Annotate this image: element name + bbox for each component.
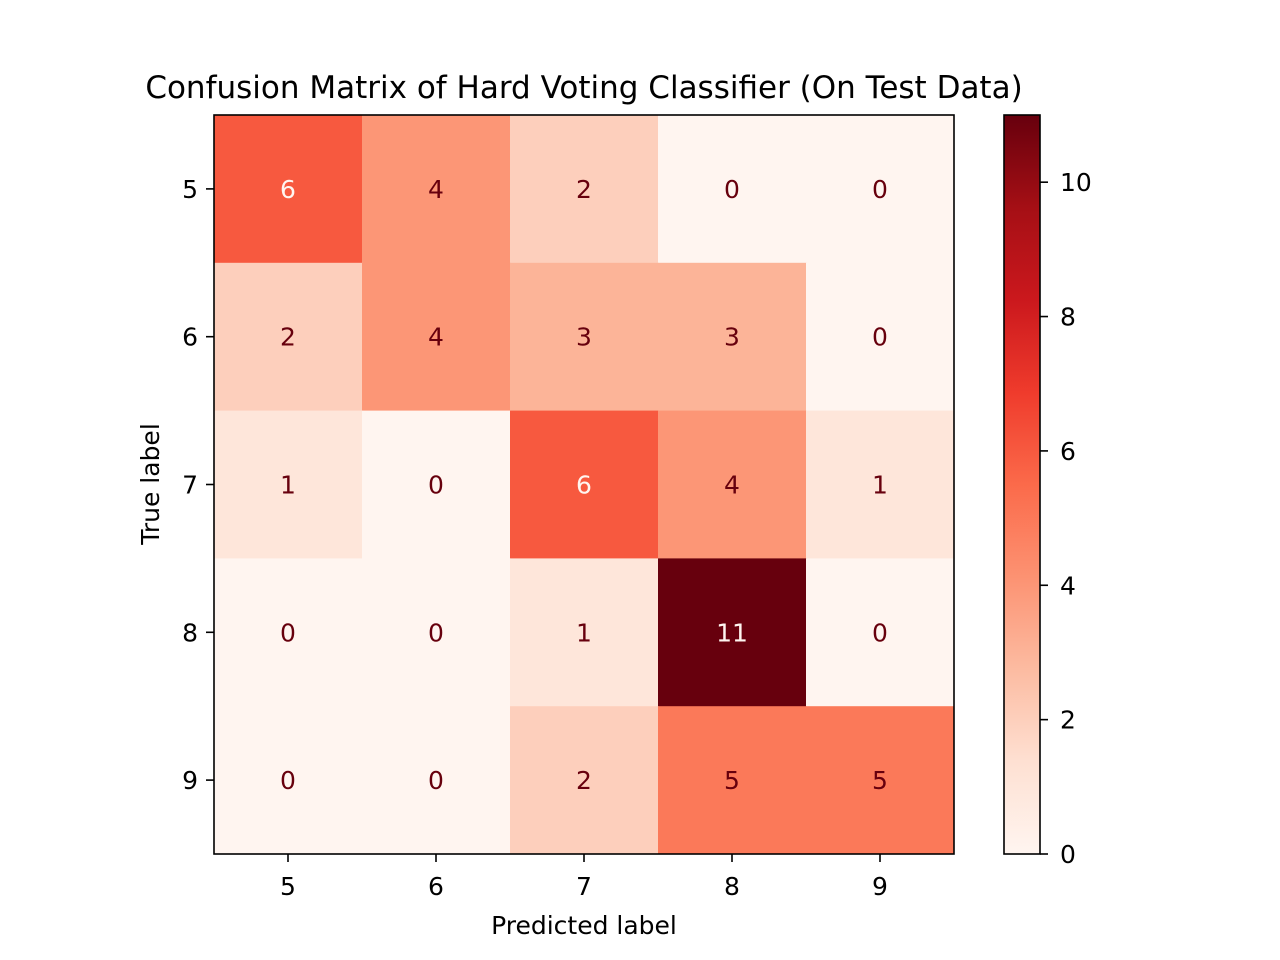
heatmap-cell	[362, 706, 511, 855]
colorbar-tick-label: 8	[1060, 303, 1076, 332]
heatmap-cell	[806, 410, 955, 559]
heatmap-cell-labels: 6 4 2 0 02 4 3 3 01 0 6 4 10 0 1 11 00 0 2 5 5	[280, 175, 888, 795]
chart-title: Confusion Matrix of Hard Voting Classifi…	[145, 70, 1022, 106]
cell-value-label: 6	[280, 175, 296, 204]
heatmap-cell	[362, 115, 511, 264]
cell-value-label: 4	[428, 323, 444, 352]
heatmap-cell	[510, 262, 659, 412]
heatmap-cell	[362, 410, 511, 559]
y-axis-ticks: 5 6 7 8 9	[182, 175, 214, 795]
cell-value-label: 5	[724, 766, 740, 795]
heatmap-cell	[806, 706, 955, 855]
cell-value-label: 3	[576, 323, 592, 352]
x-tick-label: 5	[280, 872, 296, 901]
heatmap-cell	[362, 558, 511, 707]
cell-value-label: 0	[428, 766, 444, 795]
heatmap-cell	[510, 410, 659, 559]
cell-value-label: 0	[280, 618, 296, 647]
colorbar-tick-label: 6	[1060, 437, 1076, 466]
heatmap-cell	[214, 706, 363, 855]
cell-value-label: 1	[576, 618, 592, 647]
heatmap-cell	[510, 706, 659, 855]
cell-value-label: 2	[576, 175, 592, 204]
cell-value-label: 5	[872, 766, 888, 795]
heatmap-cell	[806, 115, 955, 264]
y-axis-label: True label	[136, 423, 165, 546]
cell-value-label: 0	[872, 323, 888, 352]
colorbar-ticks: 0 2 4 6 8 10	[1040, 168, 1092, 869]
y-tick-label: 7	[182, 471, 198, 500]
cell-value-label: 0	[872, 175, 888, 204]
colorbar-tick-label: 2	[1060, 706, 1076, 735]
cell-value-label: 0	[428, 471, 444, 500]
cell-value-label: 4	[724, 471, 740, 500]
x-tick-label: 8	[724, 872, 740, 901]
heatmap-cell	[658, 410, 807, 559]
cell-value-label: 3	[724, 323, 740, 352]
y-tick-label: 9	[182, 766, 198, 795]
y-tick-label: 5	[182, 175, 198, 204]
heatmap-cells	[214, 115, 955, 855]
cell-value-label: 2	[280, 323, 296, 352]
x-tick-label: 7	[576, 872, 592, 901]
heatmap-cell	[362, 262, 511, 412]
cell-value-label: 0	[724, 175, 740, 204]
colorbar	[1003, 114, 1041, 855]
heatmap-cell	[658, 262, 807, 412]
cell-value-label: 6	[576, 471, 592, 500]
cell-value-label: 0	[428, 618, 444, 647]
cell-value-label: 0	[280, 766, 296, 795]
heatmap-cell	[214, 115, 363, 264]
x-axis-label: Predicted label	[491, 911, 677, 940]
cell-value-label: 1	[280, 471, 296, 500]
cell-value-label: 11	[716, 618, 748, 647]
cell-value-label: 2	[576, 766, 592, 795]
colorbar-tick-label: 0	[1060, 840, 1076, 869]
cell-value-label: 0	[872, 618, 888, 647]
cell-value-label: 4	[428, 175, 444, 204]
cell-value-label: 1	[872, 471, 888, 500]
heatmap-cell	[806, 558, 955, 707]
y-tick-label: 6	[182, 323, 198, 352]
colorbar-tick-label: 10	[1060, 168, 1092, 197]
heatmap-cell	[214, 262, 363, 412]
heatmap-cell	[510, 558, 659, 707]
y-tick-label: 8	[182, 618, 198, 647]
heatmap-cell	[214, 410, 363, 559]
x-tick-label: 6	[428, 872, 444, 901]
heatmap-cell	[658, 558, 807, 707]
colorbar-tick-label: 4	[1060, 571, 1076, 600]
heatmap-cell	[214, 558, 363, 707]
heatmap-cell	[658, 115, 807, 264]
x-axis-ticks: 5 6 7 8 9	[280, 854, 888, 901]
heatmap-cell	[658, 706, 807, 855]
heatmap-cell	[510, 115, 659, 264]
x-tick-label: 9	[872, 872, 888, 901]
heatmap-cell	[806, 262, 955, 412]
